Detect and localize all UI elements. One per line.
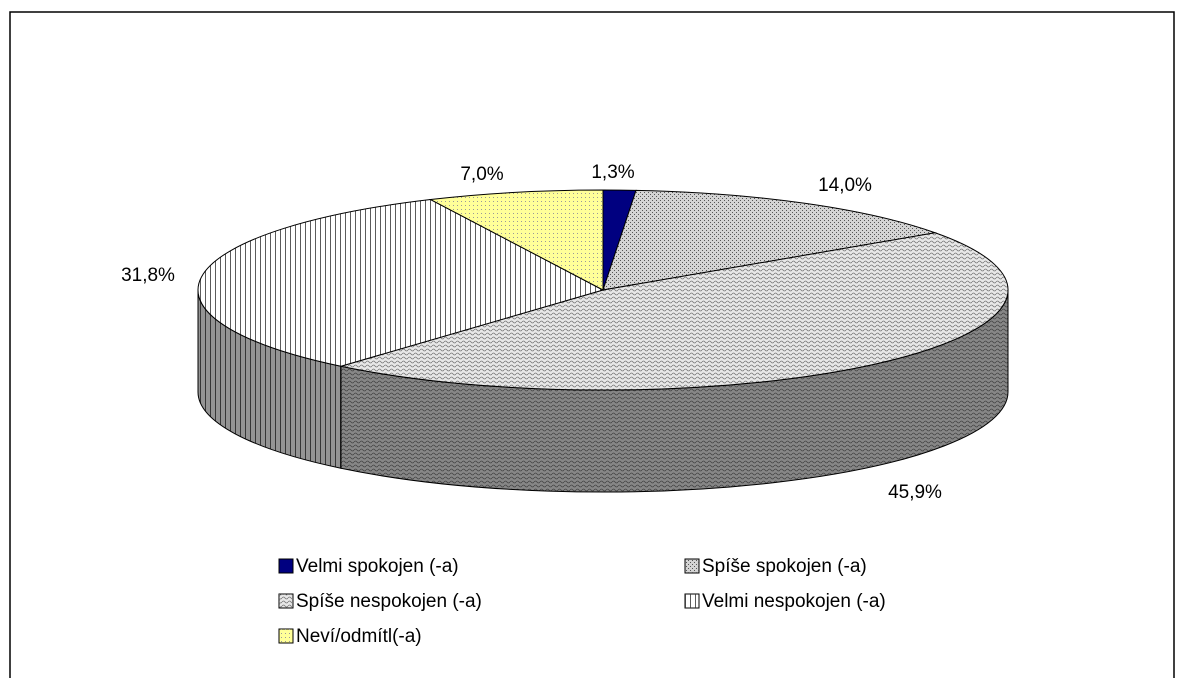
slice-texture (340, 232, 1009, 391)
slice-texture (197, 199, 605, 367)
legend-swatch-texture (685, 559, 699, 573)
frame (9, 11, 1175, 678)
legend-swatch-texture (685, 594, 699, 608)
slice-side-texture (340, 290, 1008, 493)
data-label: 7,0% (460, 164, 503, 185)
data-label: 14,0% (818, 175, 872, 196)
legend-label: Neví/odmítl(-a) (296, 626, 422, 647)
slice-texture (428, 189, 604, 291)
legend-label: Velmi spokojen (-a) (296, 556, 459, 577)
legend-swatch-texture (279, 594, 293, 608)
legend-label: Velmi nespokojen (-a) (702, 591, 886, 612)
legend-swatch-texture (279, 629, 293, 643)
legend-swatch-texture (279, 559, 293, 573)
slice-side-texture (198, 290, 341, 469)
data-label: 31,8% (121, 265, 175, 286)
legend-label: Spíše spokojen (-a) (702, 556, 867, 577)
slice-texture (602, 189, 938, 291)
data-label: 45,9% (888, 482, 942, 503)
legend-label: Spíše nespokojen (-a) (296, 591, 482, 612)
data-label: 1,3% (591, 162, 634, 183)
